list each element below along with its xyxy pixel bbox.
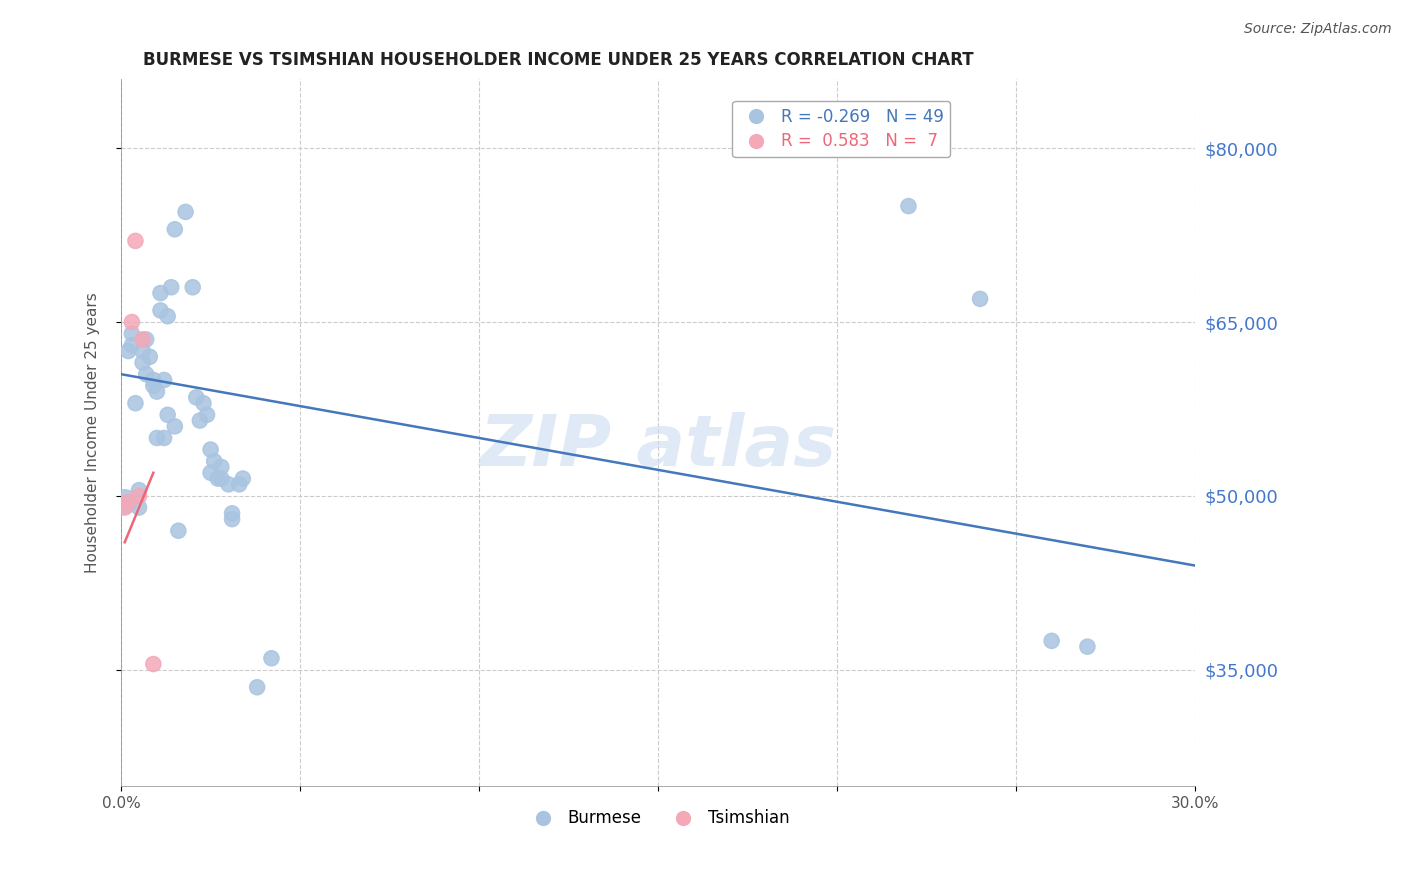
- Point: [156, 408, 179, 422]
- Point: [228, 477, 250, 491]
- Point: [218, 477, 240, 491]
- Point: [142, 379, 165, 393]
- Point: [124, 234, 146, 248]
- Point: [181, 280, 204, 294]
- Y-axis label: Householder Income Under 25 years: Householder Income Under 25 years: [86, 292, 100, 573]
- Point: [153, 373, 176, 387]
- Point: [128, 483, 150, 497]
- Point: [209, 459, 232, 474]
- Point: [1040, 633, 1063, 648]
- Point: [135, 333, 157, 347]
- Point: [221, 512, 243, 526]
- Point: [897, 199, 920, 213]
- Point: [202, 454, 225, 468]
- Point: [117, 344, 139, 359]
- Point: [193, 396, 215, 410]
- Point: [186, 391, 208, 405]
- Point: [1076, 640, 1098, 654]
- Point: [167, 524, 190, 538]
- Point: [124, 396, 146, 410]
- Point: [160, 280, 183, 294]
- Point: [221, 506, 243, 520]
- Point: [200, 442, 222, 457]
- Text: Source: ZipAtlas.com: Source: ZipAtlas.com: [1244, 22, 1392, 37]
- Point: [260, 651, 283, 665]
- Point: [131, 344, 153, 359]
- Point: [121, 315, 143, 329]
- Point: [142, 657, 165, 671]
- Point: [969, 292, 991, 306]
- Point: [149, 286, 172, 301]
- Point: [149, 303, 172, 318]
- Point: [174, 205, 197, 219]
- Point: [209, 471, 232, 485]
- Point: [121, 326, 143, 341]
- Point: [163, 419, 186, 434]
- Point: [146, 384, 169, 399]
- Point: [153, 431, 176, 445]
- Point: [142, 373, 165, 387]
- Point: [139, 350, 162, 364]
- Point: [128, 500, 150, 515]
- Point: [246, 680, 269, 694]
- Point: [146, 431, 169, 445]
- Point: [163, 222, 186, 236]
- Point: [200, 466, 222, 480]
- Point: [131, 356, 153, 370]
- Point: [207, 471, 229, 485]
- Point: [131, 333, 153, 347]
- Point: [188, 414, 211, 428]
- Point: [195, 408, 218, 422]
- Point: [121, 338, 143, 352]
- Point: [114, 494, 136, 508]
- Text: BURMESE VS TSIMSHIAN HOUSEHOLDER INCOME UNDER 25 YEARS CORRELATION CHART: BURMESE VS TSIMSHIAN HOUSEHOLDER INCOME …: [142, 51, 973, 69]
- Point: [135, 368, 157, 382]
- Point: [128, 489, 150, 503]
- Legend: Burmese, Tsimshian: Burmese, Tsimshian: [519, 803, 797, 834]
- Text: ZIP atlas: ZIP atlas: [479, 412, 837, 481]
- Point: [156, 310, 179, 324]
- Point: [232, 471, 254, 485]
- Point: [117, 494, 139, 508]
- Point: [114, 500, 136, 515]
